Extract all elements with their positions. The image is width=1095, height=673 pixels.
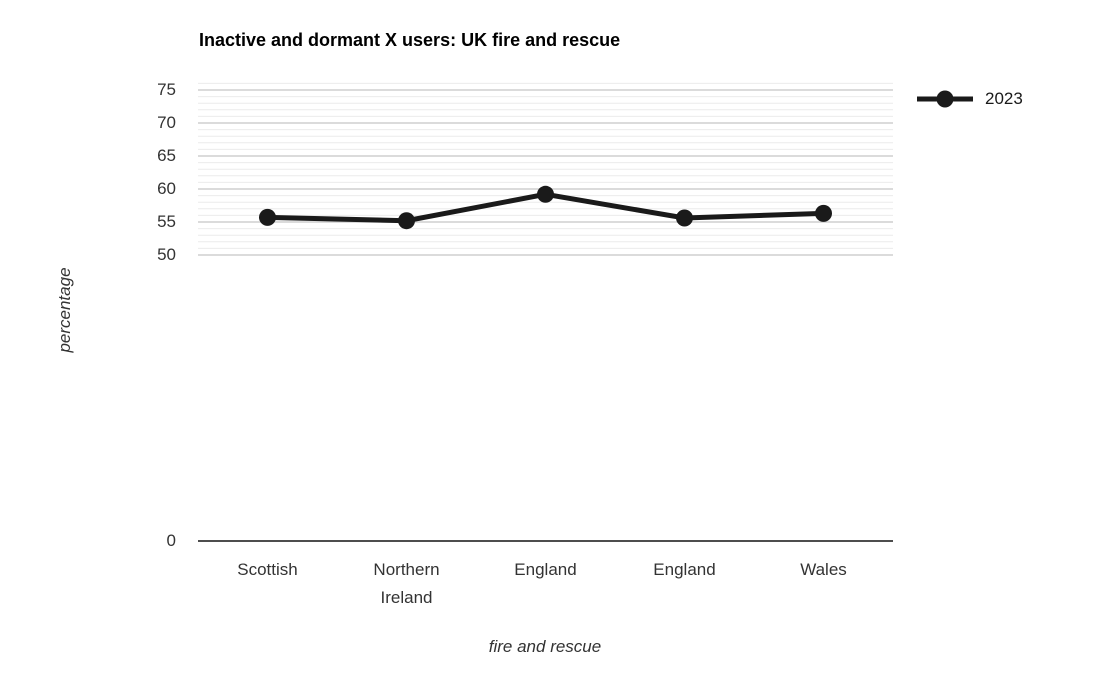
data-point-england [676, 209, 693, 227]
legend-label-2023: 2023 [985, 89, 1023, 108]
legend: 2023 [915, 88, 1023, 110]
data-point-northern-ireland [398, 212, 415, 230]
y-tick-label: 65 [157, 146, 176, 165]
y-tick-label: 70 [157, 113, 176, 132]
x-axis-title: fire and rescue [488, 637, 602, 656]
chart-title: Inactive and dormant X users: UK fire an… [199, 30, 621, 50]
y-tick-label-origin: 0 [166, 531, 176, 550]
x-tick-label: Scottish [237, 560, 298, 579]
data-point-england [537, 185, 554, 203]
x-tick-label: England [653, 560, 716, 579]
y-tick-label: 75 [157, 80, 176, 99]
x-tick-label: Wales [800, 560, 847, 579]
y-tick-label: 55 [157, 212, 176, 231]
data-point-scottish [259, 208, 276, 226]
legend-series-marker-icon [917, 90, 973, 108]
data-point-wales [815, 204, 832, 222]
x-tick-label: England [514, 560, 577, 579]
y-tick-label: 60 [157, 179, 176, 198]
x-tick-label: Northern Ireland [373, 560, 440, 607]
y-tick-label: 50 [157, 245, 176, 264]
